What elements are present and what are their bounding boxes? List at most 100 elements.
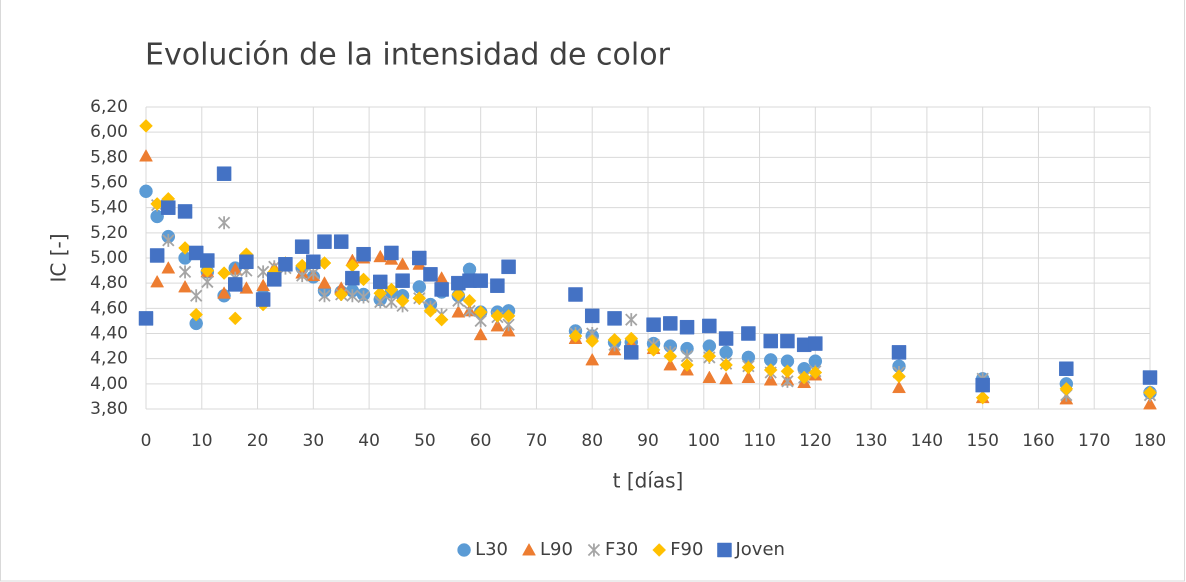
data-point xyxy=(334,287,349,302)
x-tick-label: 0 xyxy=(141,431,152,451)
x-tick-label: 110 xyxy=(743,431,775,451)
data-point xyxy=(624,331,639,346)
legend-marker xyxy=(652,543,667,557)
data-point xyxy=(585,352,600,366)
x-tick-label: 160 xyxy=(1022,431,1054,451)
data-point xyxy=(1142,370,1158,385)
data-point xyxy=(161,200,176,215)
data-point xyxy=(719,345,733,360)
data-point xyxy=(228,311,243,326)
x-tick-label: 10 xyxy=(191,431,213,451)
data-point xyxy=(412,291,427,306)
data-point xyxy=(294,239,310,254)
data-point xyxy=(473,273,488,288)
data-point xyxy=(808,336,823,351)
x-tick-label: 20 xyxy=(247,431,269,451)
data-point xyxy=(1059,382,1074,396)
data-point xyxy=(680,358,694,372)
data-point xyxy=(808,365,823,380)
data-point xyxy=(139,119,153,133)
data-point xyxy=(501,259,516,275)
data-point xyxy=(763,363,778,377)
data-point xyxy=(189,316,203,331)
data-point xyxy=(356,246,371,262)
data-point xyxy=(975,390,990,405)
data-point xyxy=(412,280,427,294)
y-tick-label: 5,80 xyxy=(90,147,128,167)
data-point xyxy=(624,345,639,360)
data-point xyxy=(702,370,717,383)
data-point xyxy=(663,316,678,331)
data-point xyxy=(763,353,778,367)
data-point xyxy=(490,318,505,332)
data-point xyxy=(239,254,254,270)
data-point xyxy=(317,276,332,289)
data-point xyxy=(345,270,360,286)
data-point xyxy=(216,166,232,181)
y-tick-label: 5,40 xyxy=(90,198,128,218)
data-point xyxy=(178,265,192,279)
legend-label: F90 xyxy=(670,539,703,560)
data-point xyxy=(780,354,795,368)
data-point xyxy=(278,257,293,272)
data-point xyxy=(189,307,204,322)
data-point xyxy=(373,274,388,290)
y-tick-label: 3,80 xyxy=(90,399,128,419)
y-tick-label: 5,60 xyxy=(90,173,128,193)
legend-label: L30 xyxy=(475,539,508,560)
x-tick-label: 120 xyxy=(799,431,831,451)
data-point xyxy=(395,273,410,288)
data-point xyxy=(462,293,477,308)
data-point xyxy=(333,234,349,249)
data-point xyxy=(434,312,449,327)
y-tick-label: 4,60 xyxy=(90,298,128,318)
x-tick-label: 50 xyxy=(414,431,436,451)
data-point xyxy=(395,257,410,270)
data-point xyxy=(663,357,678,371)
data-point xyxy=(395,293,410,308)
data-point xyxy=(227,277,243,292)
data-point xyxy=(255,292,271,307)
data-point xyxy=(267,272,282,287)
legend-label: F30 xyxy=(605,539,638,560)
data-point xyxy=(373,249,388,263)
data-point xyxy=(780,364,795,379)
data-point xyxy=(625,313,638,327)
data-point xyxy=(256,265,270,279)
x-tick-label: 140 xyxy=(911,431,943,451)
x-tick-label: 100 xyxy=(688,431,720,451)
data-point xyxy=(139,184,153,199)
data-point xyxy=(150,274,165,288)
data-point xyxy=(568,287,583,302)
legend-label: Joven xyxy=(734,539,784,560)
data-point xyxy=(1059,361,1074,376)
x-tick-label: 150 xyxy=(966,431,998,451)
x-tick-label: 130 xyxy=(855,431,887,451)
data-point xyxy=(719,371,734,385)
y-tick-label: 5,00 xyxy=(90,248,128,268)
data-point xyxy=(891,345,907,360)
data-point xyxy=(741,370,756,383)
data-point xyxy=(780,333,795,349)
data-point xyxy=(718,331,734,346)
data-point xyxy=(679,319,695,335)
x-tick-label: 70 xyxy=(526,431,548,451)
legend-marker xyxy=(717,542,732,558)
data-point xyxy=(384,245,399,261)
data-point xyxy=(490,309,505,323)
data-point xyxy=(892,380,906,394)
data-point xyxy=(190,289,203,303)
data-point xyxy=(385,295,398,309)
data-point xyxy=(200,253,215,268)
data-point xyxy=(317,234,332,249)
data-point xyxy=(451,287,466,302)
data-point xyxy=(373,286,388,301)
y-tick-label: 4,40 xyxy=(90,324,128,344)
data-point xyxy=(763,333,778,349)
data-point xyxy=(149,248,165,263)
chart-title: Evolución de la intensidad de color xyxy=(145,38,671,73)
y-tick-label: 4,20 xyxy=(90,349,128,369)
data-point xyxy=(451,275,466,291)
data-point xyxy=(646,343,661,357)
data-point xyxy=(217,266,231,280)
